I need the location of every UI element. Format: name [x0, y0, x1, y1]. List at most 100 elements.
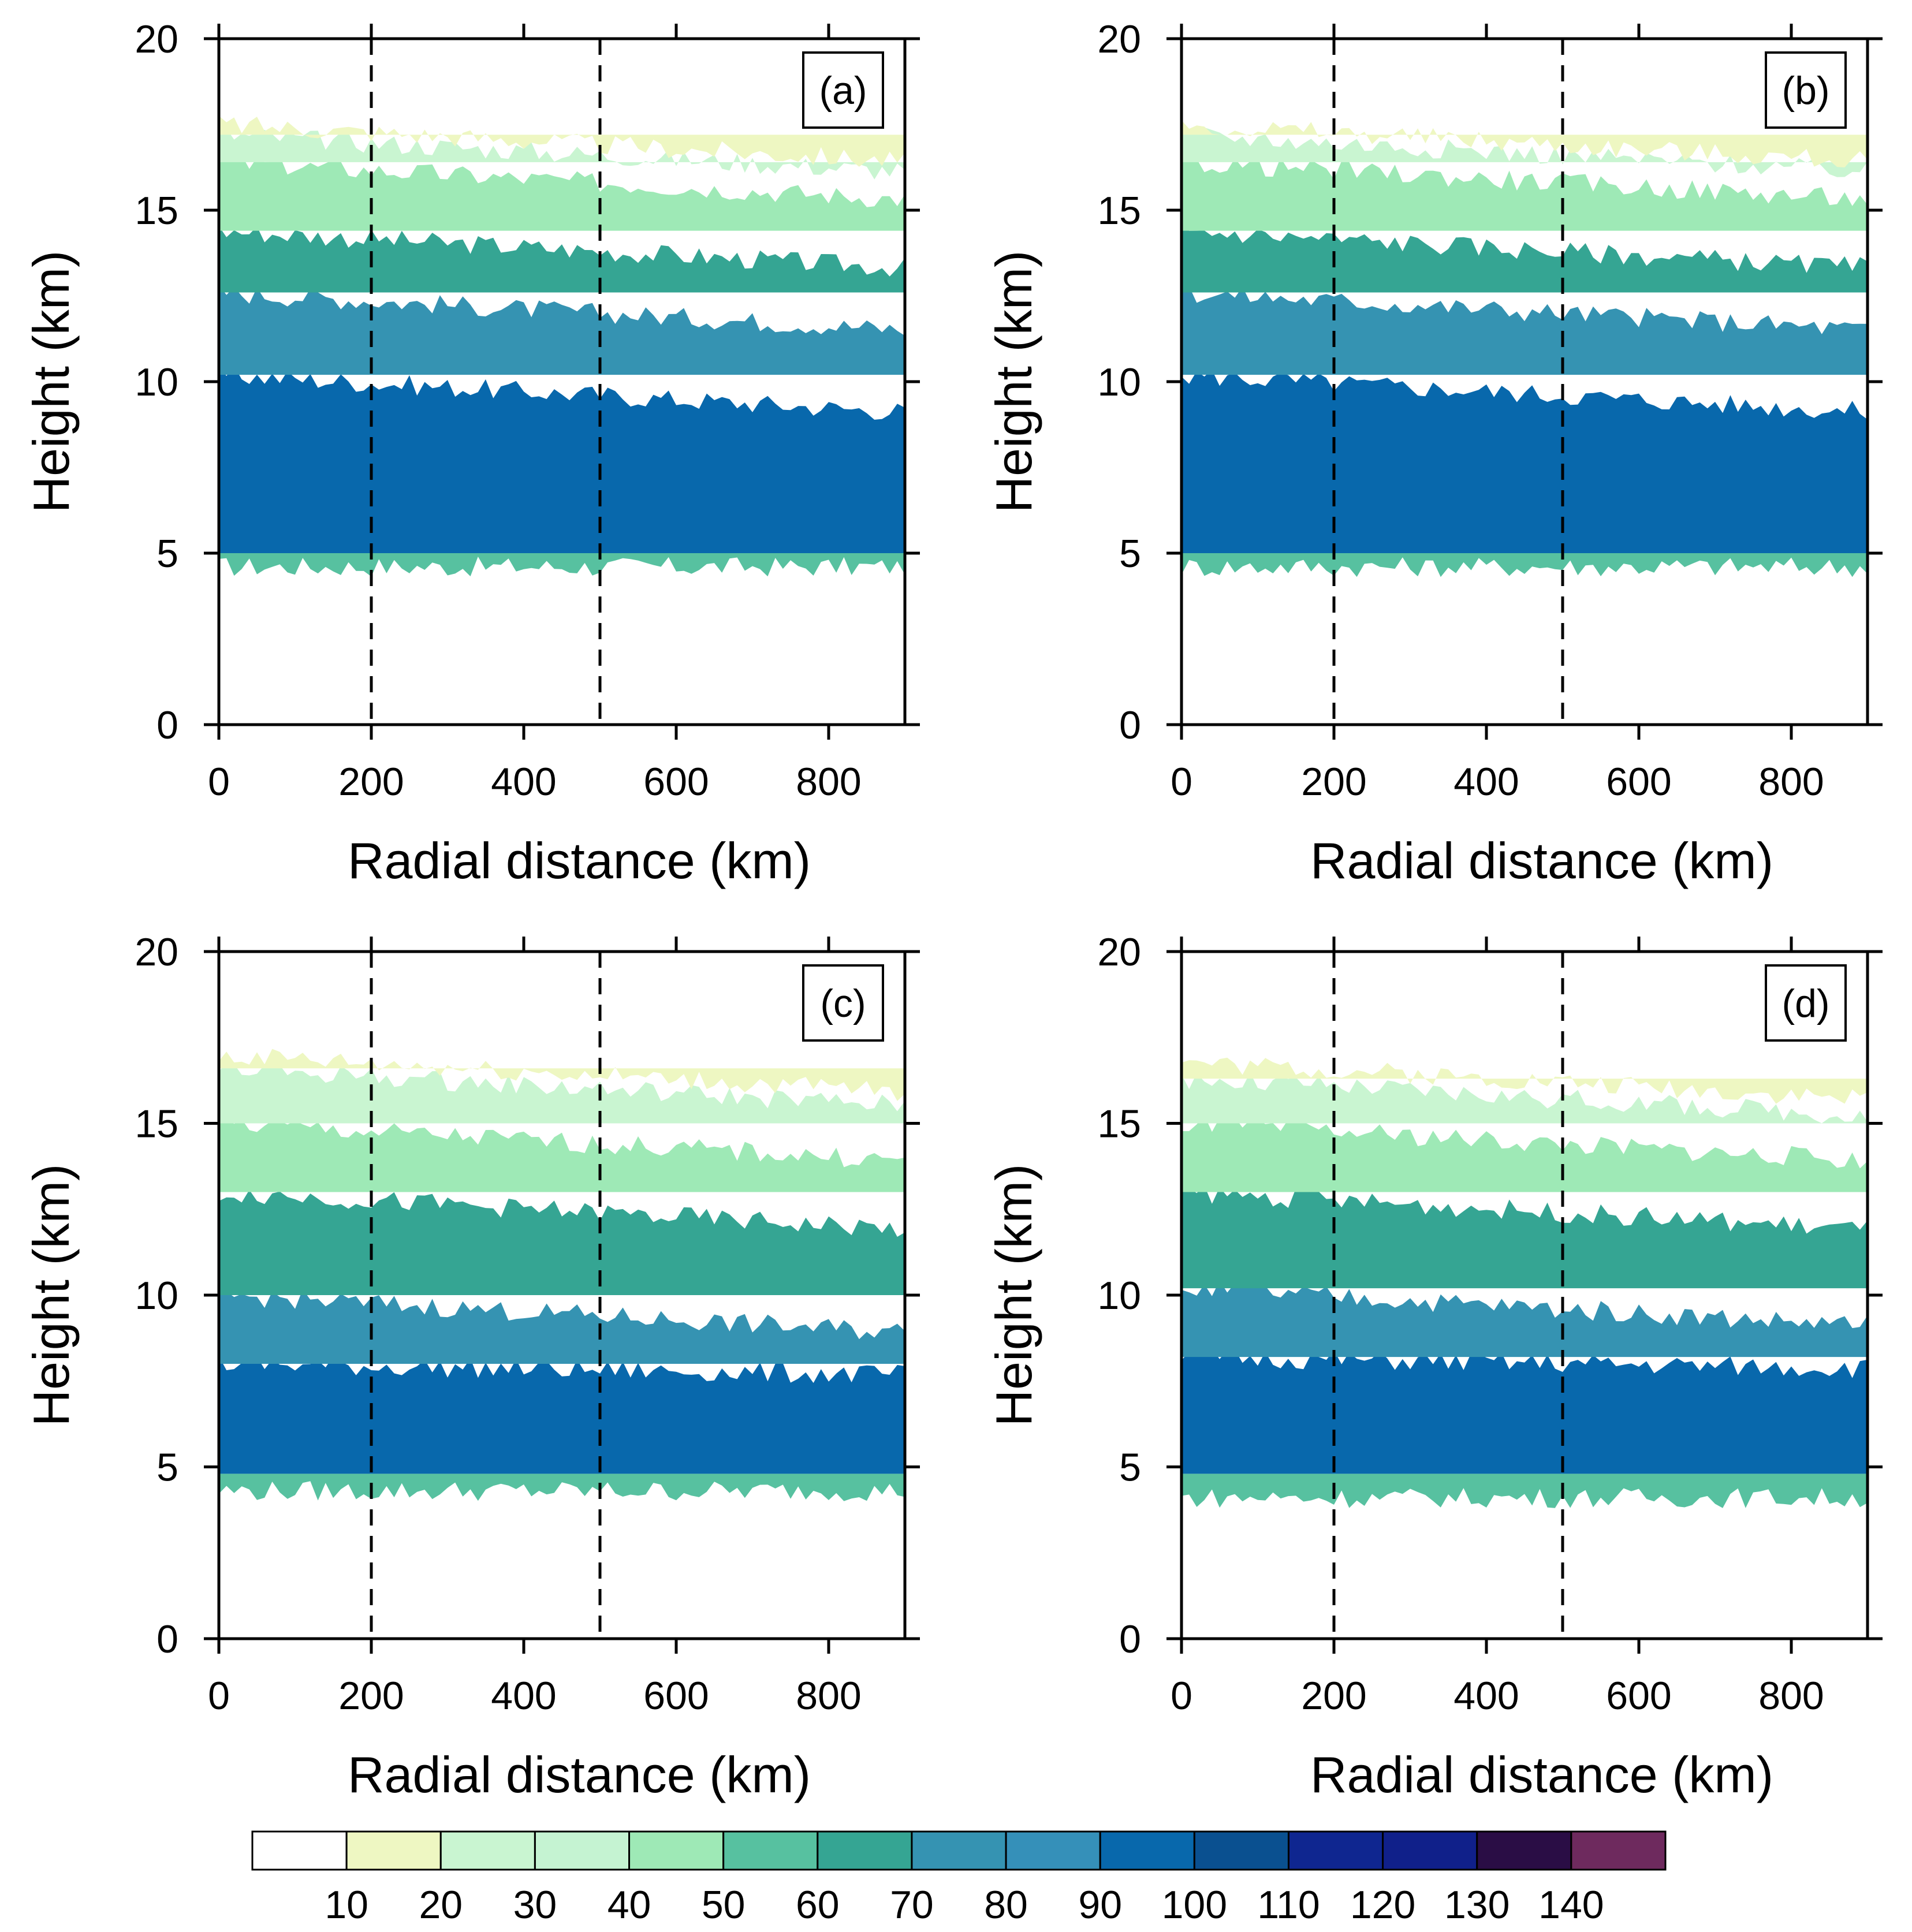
reflectivity-layer-20	[1182, 120, 1868, 167]
colorbar-label: 30	[513, 1883, 557, 1927]
y-tick-label: 5	[1119, 532, 1141, 576]
y-axis-title: Height (km)	[23, 1164, 80, 1427]
panel-data-layers	[219, 1049, 905, 1501]
x-tick-label: 200	[338, 760, 404, 804]
colorbar-label: 40	[607, 1883, 651, 1927]
colorbar-label: 110	[1257, 1883, 1320, 1927]
colorbar-label: 20	[419, 1883, 463, 1927]
y-tick-label: 10	[135, 360, 178, 404]
y-axis-title: Height (km)	[23, 251, 80, 513]
colorbar-label: 90	[1078, 1883, 1122, 1927]
panel-label-box	[1765, 964, 1847, 1042]
panel-label-box	[802, 51, 884, 129]
y-tick-label: 0	[1119, 1617, 1141, 1661]
panel-label: (a)	[819, 69, 867, 113]
y-tick-label: 20	[1097, 17, 1141, 61]
x-tick-label: 600	[643, 1674, 709, 1718]
reflectivity-layer-60	[219, 1189, 905, 1295]
x-tick-label: 800	[1758, 760, 1824, 804]
x-tick-label: 200	[338, 1674, 404, 1718]
y-tick-label: 20	[135, 930, 178, 974]
colorbar-swatch	[439, 1830, 536, 1871]
colorbar-swatch	[251, 1830, 348, 1871]
panel-data-layers	[1182, 1057, 1868, 1508]
panel-d: 0 200 400 600 800 0 5 10 15 20 Radial distance (km…	[985, 930, 1883, 1803]
x-tick-label: 0	[1171, 1674, 1192, 1718]
colorbar: 10 20 30 40 50 60 70 80 90 100 110 120 130 140	[251, 1830, 1667, 1927]
y-tick-label: 20	[135, 17, 178, 61]
reflectivity-layer-20	[219, 115, 905, 167]
colorbar-label: 130	[1444, 1883, 1510, 1927]
y-tick-label: 15	[1097, 1102, 1141, 1146]
colorbar-label: 80	[984, 1883, 1028, 1927]
reflectivity-layer-20	[219, 1049, 905, 1101]
panel-label-box	[1765, 51, 1847, 129]
reflectivity-layer-20	[1182, 1057, 1868, 1104]
reflectivity-layer-80	[1182, 286, 1868, 375]
reflectivity-layer-50	[219, 553, 905, 577]
colorbar-label: 60	[796, 1883, 840, 1927]
x-tick-label: 0	[208, 1674, 230, 1718]
reflectivity-layer-30	[219, 1061, 905, 1124]
panel-label: (d)	[1781, 982, 1829, 1025]
reflectivity-layer-80	[1182, 1280, 1868, 1357]
reflectivity-layer-60	[1182, 223, 1868, 293]
panel-label-box	[802, 964, 884, 1042]
reflectivity-layer-80	[219, 285, 905, 375]
colorbar-swatch	[534, 1830, 631, 1871]
colorbar-label: 10	[325, 1883, 368, 1927]
reflectivity-layer-100	[1182, 1348, 1868, 1474]
x-tick-label: 200	[1301, 760, 1366, 804]
colorbar-label: 120	[1350, 1883, 1415, 1927]
colorbar-swatch	[722, 1830, 819, 1871]
panel-label: (c)	[820, 982, 866, 1025]
x-tick-label: 400	[491, 1674, 556, 1718]
x-axis-title: Radial distance (km)	[1310, 1746, 1773, 1803]
panel-c: 0 200 400 600 800 0 5 10 15 20 Radial distance (km…	[23, 930, 920, 1803]
reflectivity-layer-50	[1182, 1474, 1868, 1508]
x-axis-title: Radial distance (km)	[1310, 832, 1773, 889]
colorbar-swatch	[1005, 1830, 1101, 1871]
y-tick-label: 0	[156, 703, 178, 747]
colorbar-label: 140	[1538, 1883, 1604, 1927]
y-tick-label: 5	[156, 1446, 178, 1490]
y-tick-label: 20	[1097, 930, 1141, 974]
y-tick-label: 5	[156, 532, 178, 576]
colorbar-swatch	[1382, 1830, 1478, 1871]
reflectivity-layer-100	[1182, 370, 1868, 553]
colorbar-swatch	[1193, 1830, 1289, 1871]
colorbar-swatch	[1476, 1830, 1572, 1871]
panel-label: (b)	[1781, 69, 1829, 113]
x-tick-label: 600	[1606, 760, 1671, 804]
colorbar-swatch	[345, 1830, 442, 1871]
x-tick-label: 200	[1301, 1674, 1366, 1718]
reflectivity-layer-50	[1182, 553, 1868, 577]
x-axis-title: Radial distance (km)	[348, 832, 811, 889]
y-tick-label: 15	[1097, 189, 1141, 233]
reflectivity-layer-100	[219, 1356, 905, 1474]
reflectivity-layer-50	[219, 1474, 905, 1501]
colorbar-label: 70	[890, 1883, 934, 1927]
y-tick-label: 15	[135, 1102, 178, 1146]
colorbar-swatch	[1099, 1830, 1195, 1871]
colorbar-swatch	[817, 1830, 913, 1871]
y-tick-label: 10	[135, 1274, 178, 1318]
reflectivity-layer-60	[1182, 1185, 1868, 1289]
colorbar-swatch	[911, 1830, 1007, 1871]
x-tick-label: 400	[1453, 1674, 1519, 1718]
colorbar-label: 100	[1162, 1883, 1227, 1927]
y-tick-label: 10	[1097, 360, 1141, 404]
y-tick-label: 10	[1097, 1274, 1141, 1318]
y-tick-label: 15	[135, 189, 178, 233]
x-tick-label: 400	[1453, 760, 1519, 804]
x-axis-title: Radial distance (km)	[348, 1746, 811, 1803]
colorbar-swatch	[1287, 1830, 1384, 1871]
colorbar-label: 50	[702, 1883, 746, 1927]
panel-data-layers	[219, 115, 905, 577]
reflectivity-layer-30	[219, 128, 905, 180]
colorbar-swatch	[1570, 1830, 1667, 1871]
reflectivity-layer-30	[1182, 1072, 1868, 1124]
reflectivity-layer-40	[219, 155, 905, 231]
x-tick-label: 400	[491, 760, 556, 804]
